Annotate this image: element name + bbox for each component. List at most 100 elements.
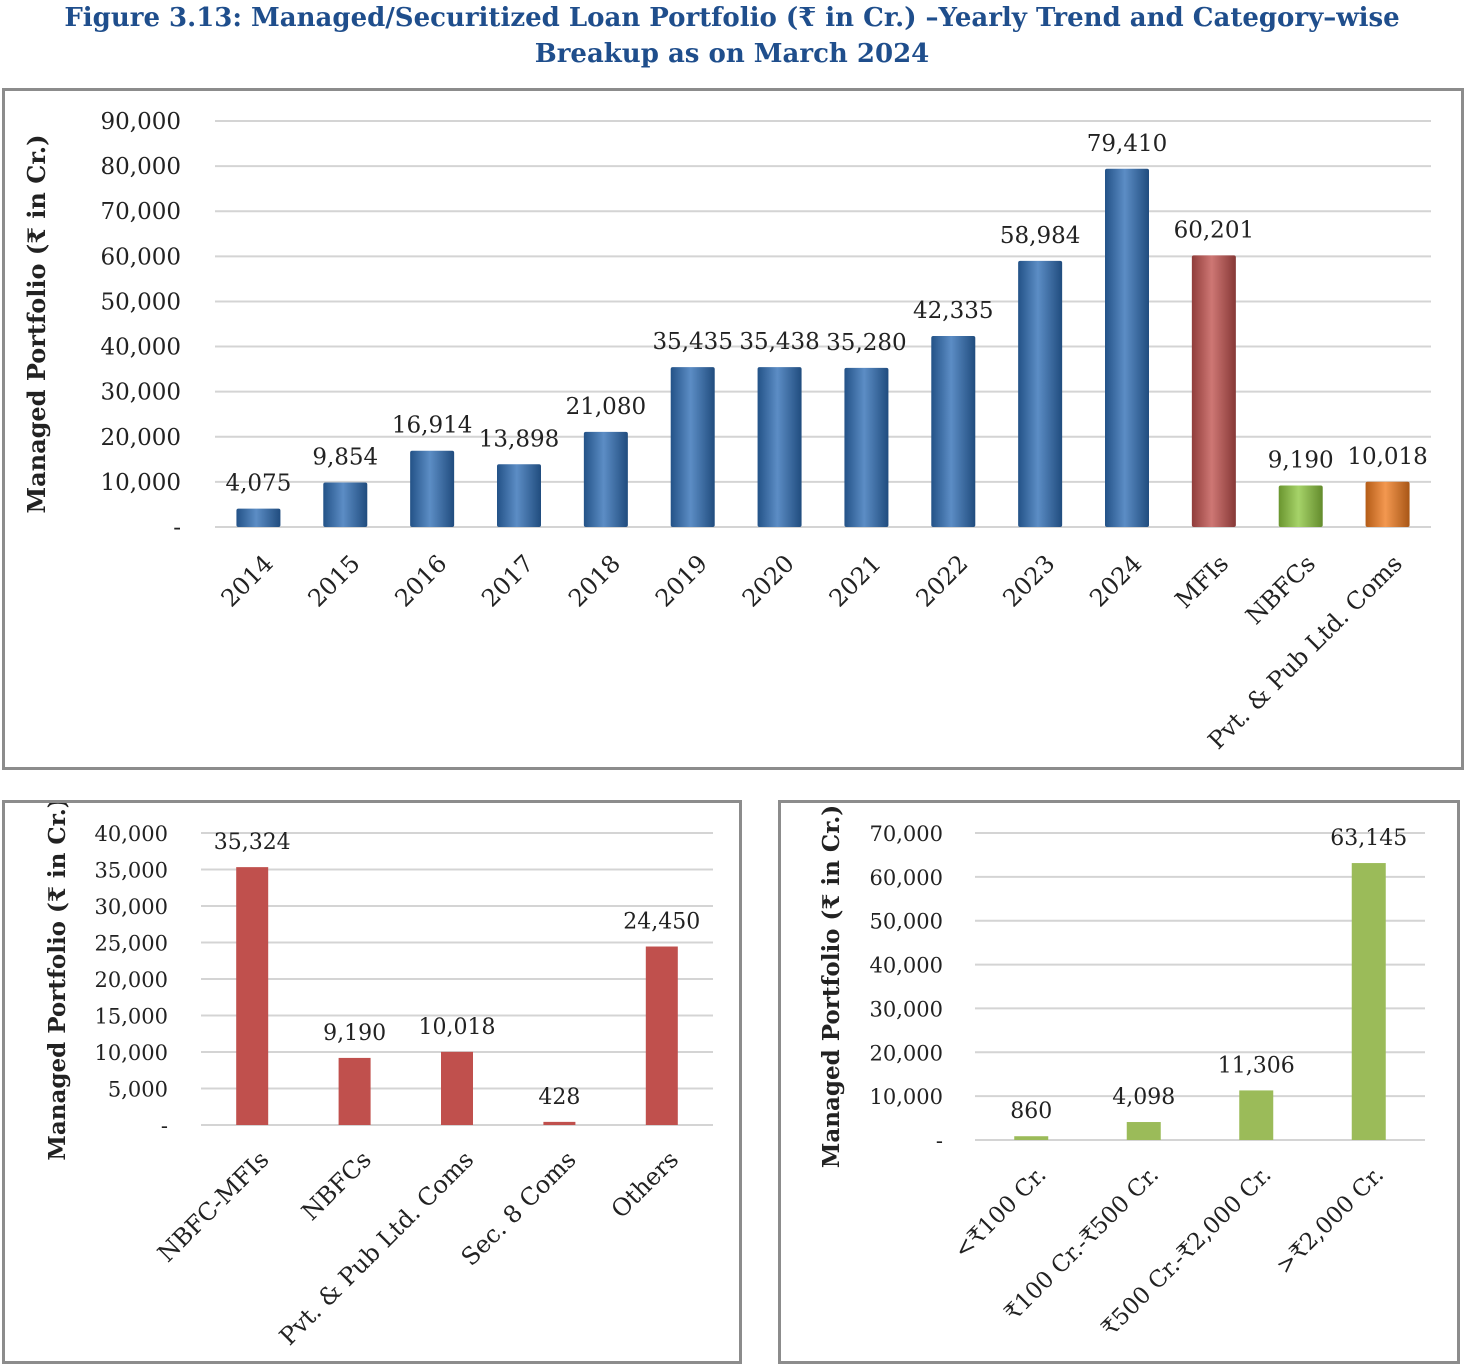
data-label: 21,080 bbox=[566, 394, 646, 420]
y-tick-label: 15,000 bbox=[95, 1005, 168, 1029]
data-label: 35,438 bbox=[739, 329, 819, 355]
bar bbox=[410, 450, 455, 527]
y-tick-label: 80,000 bbox=[101, 154, 181, 180]
y-tick-label: 50,000 bbox=[870, 910, 943, 934]
y-tick-label: 40,000 bbox=[870, 954, 943, 978]
y-tick-label: 50,000 bbox=[101, 289, 181, 315]
x-tick-label: 2021 bbox=[824, 549, 887, 612]
x-tick-label: 2014 bbox=[216, 549, 279, 612]
bar bbox=[1126, 1122, 1161, 1140]
y-tick-label: 35,000 bbox=[95, 859, 168, 883]
x-tick-label: 2022 bbox=[911, 549, 974, 612]
data-label: 79,410 bbox=[1087, 131, 1167, 157]
bar bbox=[543, 1121, 576, 1125]
data-label: 35,324 bbox=[214, 830, 291, 855]
y-tick-label: - bbox=[173, 515, 181, 541]
x-tick-label: Pvt. & Pub Ltd. Coms bbox=[274, 1145, 479, 1350]
data-label: 24,450 bbox=[623, 910, 700, 935]
bar bbox=[645, 946, 678, 1125]
y-tick-label: 30,000 bbox=[870, 997, 943, 1021]
data-label: 11,306 bbox=[1218, 1053, 1295, 1078]
bar bbox=[1105, 168, 1149, 527]
data-label: 16,914 bbox=[392, 413, 472, 439]
bar bbox=[1014, 1136, 1049, 1140]
y-tick-label: 30,000 bbox=[95, 895, 168, 919]
x-tick-label: <₹100 Cr. bbox=[949, 1162, 1051, 1264]
bar bbox=[236, 867, 269, 1125]
bar bbox=[441, 1051, 473, 1125]
data-label: 35,280 bbox=[826, 330, 906, 356]
x-tick-label: >₹2,000 Cr. bbox=[1271, 1162, 1389, 1280]
y-tick-label: 10,000 bbox=[870, 1085, 943, 1109]
yearly-trend-chart: - 10,000 20,000 30,000 40,000 50,000 60,000 70,… bbox=[22, 109, 1431, 755]
data-label: 42,335 bbox=[913, 298, 993, 324]
y-tick-label: 90,000 bbox=[101, 109, 181, 135]
y-tick-label: 40,000 bbox=[101, 335, 181, 361]
data-label: 9,854 bbox=[312, 445, 378, 471]
x-tick-label: 2019 bbox=[650, 549, 713, 612]
bar bbox=[1239, 1090, 1274, 1140]
data-label: 9,190 bbox=[323, 1021, 386, 1046]
size-chart-panel: - 10,000 20,000 30,000 40,000 50,000 60,000 70,… bbox=[778, 800, 1460, 1364]
bar bbox=[1351, 863, 1386, 1140]
y-tick-label: 30,000 bbox=[101, 380, 181, 406]
bar bbox=[757, 367, 802, 527]
data-label: 10,018 bbox=[419, 1015, 496, 1040]
bar bbox=[670, 367, 715, 527]
y-tick-label: 5,000 bbox=[108, 1078, 168, 1102]
x-tick-label: 2020 bbox=[737, 549, 800, 612]
x-tick-label: 2024 bbox=[1084, 549, 1147, 612]
figure-title: Figure 3.13: Managed/Securitized Loan Po… bbox=[64, 3, 1400, 69]
y-tick-label: 20,000 bbox=[95, 968, 168, 992]
x-tick-label: 2023 bbox=[997, 549, 1060, 612]
category-breakup-chart: - 5,000 10,000 15,000 20,000 25,000 30,000 35,0… bbox=[44, 803, 713, 1351]
y-tick-label: 40,000 bbox=[95, 822, 168, 846]
yearly-trend-chart-panel: - 10,000 20,000 30,000 40,000 50,000 60,000 70,… bbox=[2, 88, 1464, 770]
y-tick-label: 10,000 bbox=[101, 470, 181, 496]
data-label: 428 bbox=[538, 1085, 580, 1110]
bar bbox=[1191, 255, 1236, 527]
bar bbox=[338, 1057, 371, 1125]
data-label: 9,190 bbox=[1268, 448, 1334, 474]
y-tick-label: 60,000 bbox=[870, 866, 943, 890]
bar bbox=[844, 367, 889, 527]
x-tick-label: NBFCs bbox=[296, 1145, 377, 1226]
y-tick-label: 10,000 bbox=[95, 1041, 168, 1065]
data-label: 4,098 bbox=[1112, 1085, 1175, 1110]
category-chart-panel: - 5,000 10,000 15,000 20,000 25,000 30,000 35,0… bbox=[2, 800, 742, 1364]
data-label: 63,145 bbox=[1330, 826, 1407, 851]
x-tick-label: 2018 bbox=[563, 549, 626, 612]
bar bbox=[1018, 260, 1063, 527]
x-tick-label: NBFC-MFIs bbox=[152, 1145, 274, 1267]
y-axis-label: Managed Portfolio (₹ in Cr.) bbox=[818, 805, 845, 1168]
data-label: 10,018 bbox=[1347, 444, 1427, 470]
y-axis-label: Managed Portfolio (₹ in Cr.) bbox=[44, 803, 71, 1161]
x-tick-label: Others bbox=[606, 1145, 684, 1223]
y-tick-label: 20,000 bbox=[870, 1041, 943, 1065]
y-tick-label: 70,000 bbox=[101, 199, 181, 225]
y-tick-label: 60,000 bbox=[101, 244, 181, 270]
data-label: 860 bbox=[1010, 1099, 1052, 1124]
bar bbox=[1278, 485, 1323, 527]
bar bbox=[236, 508, 281, 527]
size-breakup-chart: - 10,000 20,000 30,000 40,000 50,000 60,000 70,… bbox=[818, 805, 1425, 1342]
bar bbox=[1365, 481, 1410, 527]
y-tick-label: 20,000 bbox=[101, 425, 181, 451]
x-tick-label: 2015 bbox=[303, 549, 366, 612]
y-tick-label: 25,000 bbox=[95, 932, 168, 956]
bar bbox=[497, 464, 541, 527]
x-tick-label: 2016 bbox=[389, 549, 452, 612]
data-label: 58,984 bbox=[1000, 223, 1080, 249]
y-tick-label: - bbox=[936, 1129, 943, 1153]
data-label: 13,898 bbox=[479, 426, 559, 452]
data-label: 4,075 bbox=[225, 471, 291, 497]
data-label: 35,435 bbox=[652, 329, 732, 355]
x-tick-label: MFIs bbox=[1170, 549, 1234, 613]
y-tick-label: - bbox=[161, 1114, 168, 1138]
x-tick-label: 2017 bbox=[476, 549, 539, 612]
y-tick-label: 70,000 bbox=[870, 822, 943, 846]
data-label: 60,201 bbox=[1174, 217, 1254, 243]
bar bbox=[323, 482, 368, 527]
y-axis-label: Managed Portfolio (₹ in Cr.) bbox=[22, 135, 51, 514]
bar bbox=[583, 431, 628, 527]
